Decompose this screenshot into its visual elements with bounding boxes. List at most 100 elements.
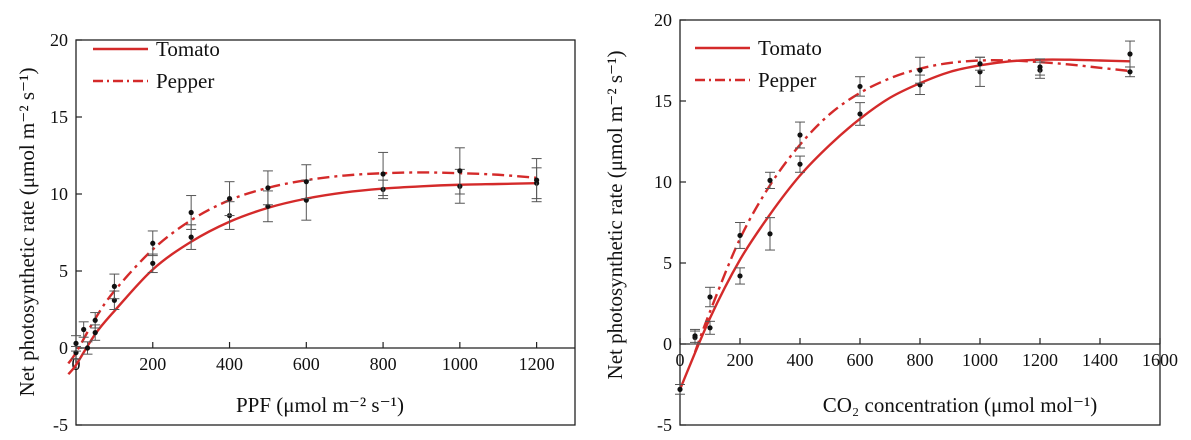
point-marker bbox=[797, 161, 803, 167]
point-marker bbox=[84, 345, 91, 351]
data-point-pepper bbox=[301, 164, 312, 200]
point-marker bbox=[81, 326, 87, 333]
data-point-pepper bbox=[262, 170, 273, 206]
tick-group: 0 200 400 600 800 1000 1200 1400 1600 -5 0 5 10 15 20 bbox=[654, 10, 1178, 435]
x-tick-label: 200 bbox=[139, 354, 166, 374]
y-tick-label: 0 bbox=[59, 338, 68, 358]
y-tick-label: 10 bbox=[50, 184, 68, 204]
plot-frame bbox=[75, 39, 576, 426]
x-tick-label: 400 bbox=[216, 354, 243, 374]
data-point-pepper bbox=[735, 222, 745, 249]
x-tick-label: 400 bbox=[787, 350, 814, 370]
data-point-pepper bbox=[705, 286, 715, 308]
x-axis-title: PPF (μmol m⁻² s⁻¹) bbox=[236, 393, 404, 417]
x-tick-label: 800 bbox=[370, 354, 397, 374]
data-point-pepper bbox=[531, 158, 542, 203]
x-tick-label: 200 bbox=[727, 350, 754, 370]
y-tick-label: -5 bbox=[53, 415, 68, 435]
data-point-pepper bbox=[109, 273, 120, 300]
chart-co2: 0 200 400 600 800 1000 1200 1400 1600-505101520 … bbox=[603, 10, 1178, 435]
curve-group bbox=[67, 171, 537, 375]
x-tick-label: 800 bbox=[907, 350, 934, 370]
curve-group bbox=[678, 58, 1131, 390]
legend: Tomato Pepper bbox=[695, 36, 822, 92]
point-marker bbox=[92, 330, 98, 336]
point-marker bbox=[767, 231, 773, 237]
legend-label-tomato: Tomato bbox=[758, 36, 822, 60]
point-marker bbox=[1127, 51, 1133, 57]
data-point-tomato bbox=[705, 320, 715, 335]
data-point-pepper bbox=[690, 328, 700, 343]
series-line-pepper bbox=[67, 171, 537, 365]
point-marker bbox=[737, 273, 743, 279]
y-tick-label: 5 bbox=[663, 253, 672, 273]
y-tick-label: 5 bbox=[59, 261, 68, 281]
data-point-tomato bbox=[675, 384, 685, 395]
y-tick-label: 20 bbox=[50, 30, 68, 50]
data-point-tomato bbox=[82, 341, 93, 355]
x-tick-label: 1400 bbox=[1082, 350, 1118, 370]
y-tick-label: 15 bbox=[50, 107, 68, 127]
y-tick-label: 0 bbox=[663, 334, 672, 354]
data-point-pepper bbox=[1125, 40, 1135, 68]
point-marker bbox=[457, 168, 463, 174]
data-point-tomato bbox=[147, 253, 158, 274]
point-marker bbox=[150, 240, 156, 246]
data-point-pepper bbox=[147, 230, 158, 257]
data-point-tomato bbox=[795, 155, 805, 173]
point-marker bbox=[534, 177, 540, 183]
point-marker bbox=[797, 132, 803, 138]
data-point-tomato bbox=[855, 102, 865, 126]
point-marker bbox=[707, 325, 713, 331]
data-point-pepper bbox=[90, 312, 101, 329]
x-tick-label: 1000 bbox=[962, 350, 998, 370]
y-tick-label: -5 bbox=[657, 415, 672, 435]
point-group bbox=[71, 147, 542, 360]
point-marker bbox=[857, 111, 863, 117]
point-marker bbox=[150, 260, 156, 266]
x-tick-label: 1200 bbox=[519, 354, 555, 374]
data-point-pepper bbox=[975, 56, 985, 71]
point-marker bbox=[1037, 64, 1043, 70]
point-marker bbox=[1127, 69, 1133, 75]
point-marker bbox=[111, 283, 117, 289]
point-marker bbox=[677, 386, 683, 392]
point-marker bbox=[188, 209, 194, 216]
y-axis-title: Net photosynthetic rate (μmol m⁻² s⁻¹) bbox=[603, 51, 627, 380]
series-line-tomato bbox=[67, 182, 537, 375]
legend-label-pepper: Pepper bbox=[156, 69, 214, 93]
legend-label-tomato: Tomato bbox=[156, 37, 220, 61]
data-point-pepper bbox=[186, 195, 197, 230]
y-tick-label: 10 bbox=[654, 172, 672, 192]
point-marker bbox=[767, 177, 773, 183]
legend-label-pepper: Pepper bbox=[758, 68, 816, 92]
data-point-pepper bbox=[78, 321, 89, 338]
data-point-pepper bbox=[71, 335, 81, 352]
series-line-pepper bbox=[693, 59, 1131, 353]
x-tick-label: 600 bbox=[847, 350, 874, 370]
x-tick-label: 1000 bbox=[442, 354, 478, 374]
point-marker bbox=[226, 196, 233, 202]
point-marker bbox=[692, 333, 698, 339]
point-marker bbox=[73, 340, 79, 346]
y-axis-title: Net photosynthetic rate (μmol m⁻² s⁻¹) bbox=[15, 68, 39, 397]
data-point-pepper bbox=[454, 147, 465, 195]
data-point-pepper bbox=[224, 181, 235, 217]
x-tick-label: 0 bbox=[676, 350, 685, 370]
data-point-pepper bbox=[1035, 58, 1045, 76]
series-line-tomato bbox=[678, 58, 1131, 390]
point-marker bbox=[92, 317, 98, 323]
point-marker bbox=[188, 234, 194, 240]
data-point-pepper bbox=[855, 76, 865, 97]
point-marker bbox=[917, 67, 923, 73]
point-marker bbox=[707, 294, 713, 300]
point-marker bbox=[380, 171, 386, 177]
point-marker bbox=[977, 61, 983, 67]
x-tick-label: 1200 bbox=[1022, 350, 1058, 370]
x-tick-label: 600 bbox=[293, 354, 320, 374]
data-point-pepper bbox=[378, 151, 389, 197]
